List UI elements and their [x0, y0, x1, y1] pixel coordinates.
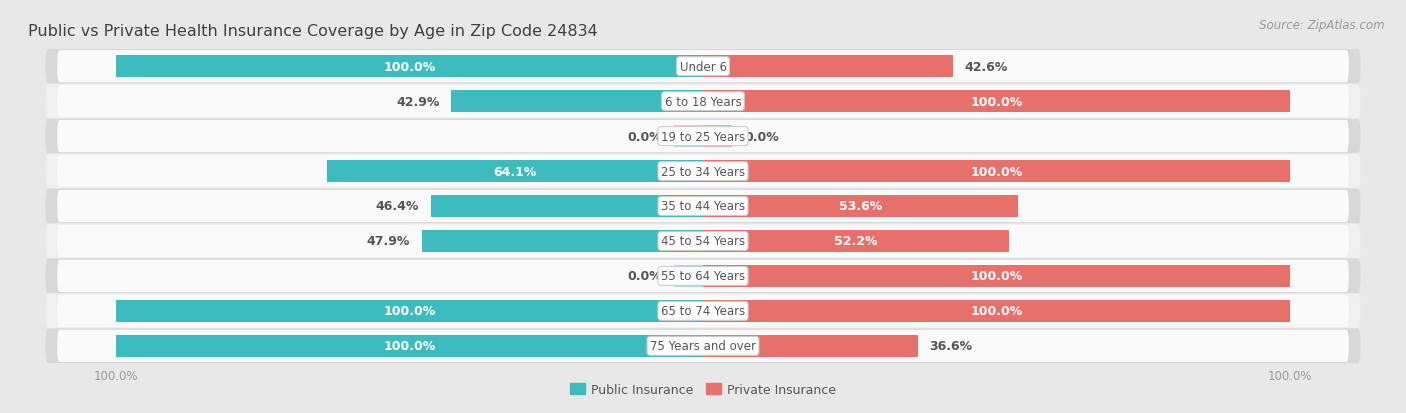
Text: 6 to 18 Years: 6 to 18 Years: [665, 95, 741, 108]
FancyBboxPatch shape: [45, 84, 1361, 119]
FancyBboxPatch shape: [45, 224, 1361, 259]
FancyBboxPatch shape: [45, 119, 1361, 154]
Bar: [703, 161, 1289, 183]
FancyBboxPatch shape: [58, 190, 1348, 223]
Bar: [326, 161, 703, 183]
Text: 42.6%: 42.6%: [965, 61, 1008, 74]
Text: 19 to 25 Years: 19 to 25 Years: [661, 130, 745, 143]
Text: 100.0%: 100.0%: [970, 305, 1022, 318]
Text: 0.0%: 0.0%: [627, 270, 662, 283]
Bar: [673, 126, 703, 147]
Bar: [703, 300, 1289, 322]
Bar: [703, 56, 953, 78]
Text: 35 to 44 Years: 35 to 44 Years: [661, 200, 745, 213]
Text: 25 to 34 Years: 25 to 34 Years: [661, 165, 745, 178]
FancyBboxPatch shape: [58, 330, 1348, 362]
Text: 100.0%: 100.0%: [970, 95, 1022, 108]
Bar: [422, 230, 703, 252]
FancyBboxPatch shape: [58, 156, 1348, 188]
Legend: Public Insurance, Private Insurance: Public Insurance, Private Insurance: [565, 378, 841, 401]
Text: 100.0%: 100.0%: [384, 61, 436, 74]
Bar: [703, 126, 733, 147]
Text: 42.9%: 42.9%: [396, 95, 440, 108]
Text: 65 to 74 Years: 65 to 74 Years: [661, 305, 745, 318]
FancyBboxPatch shape: [58, 260, 1348, 292]
Text: 55 to 64 Years: 55 to 64 Years: [661, 270, 745, 283]
Bar: [117, 300, 703, 322]
Text: 52.2%: 52.2%: [834, 235, 877, 248]
FancyBboxPatch shape: [45, 189, 1361, 224]
Bar: [703, 266, 1289, 287]
FancyBboxPatch shape: [58, 295, 1348, 327]
Text: 0.0%: 0.0%: [627, 130, 662, 143]
FancyBboxPatch shape: [58, 225, 1348, 257]
Bar: [451, 91, 703, 113]
Text: 53.6%: 53.6%: [838, 200, 882, 213]
Text: 100.0%: 100.0%: [970, 270, 1022, 283]
FancyBboxPatch shape: [58, 121, 1348, 153]
Text: 100.0%: 100.0%: [384, 305, 436, 318]
Bar: [117, 56, 703, 78]
Bar: [703, 230, 1010, 252]
Bar: [703, 335, 918, 357]
Text: Public vs Private Health Insurance Coverage by Age in Zip Code 24834: Public vs Private Health Insurance Cover…: [28, 24, 598, 39]
Text: 100.0%: 100.0%: [970, 165, 1022, 178]
Text: 36.6%: 36.6%: [929, 339, 973, 352]
Bar: [673, 266, 703, 287]
Text: Under 6: Under 6: [679, 61, 727, 74]
FancyBboxPatch shape: [45, 50, 1361, 84]
Bar: [703, 196, 1018, 217]
FancyBboxPatch shape: [45, 259, 1361, 294]
Text: 45 to 54 Years: 45 to 54 Years: [661, 235, 745, 248]
FancyBboxPatch shape: [58, 51, 1348, 83]
Text: 46.4%: 46.4%: [375, 200, 419, 213]
FancyBboxPatch shape: [45, 294, 1361, 329]
Text: 64.1%: 64.1%: [494, 165, 537, 178]
FancyBboxPatch shape: [45, 329, 1361, 363]
FancyBboxPatch shape: [58, 86, 1348, 118]
Text: 47.9%: 47.9%: [367, 235, 411, 248]
Text: 75 Years and over: 75 Years and over: [650, 339, 756, 352]
Bar: [703, 91, 1289, 113]
FancyBboxPatch shape: [45, 154, 1361, 189]
Text: Source: ZipAtlas.com: Source: ZipAtlas.com: [1260, 19, 1385, 31]
Bar: [430, 196, 703, 217]
Bar: [117, 335, 703, 357]
Text: 100.0%: 100.0%: [384, 339, 436, 352]
Text: 0.0%: 0.0%: [744, 130, 779, 143]
